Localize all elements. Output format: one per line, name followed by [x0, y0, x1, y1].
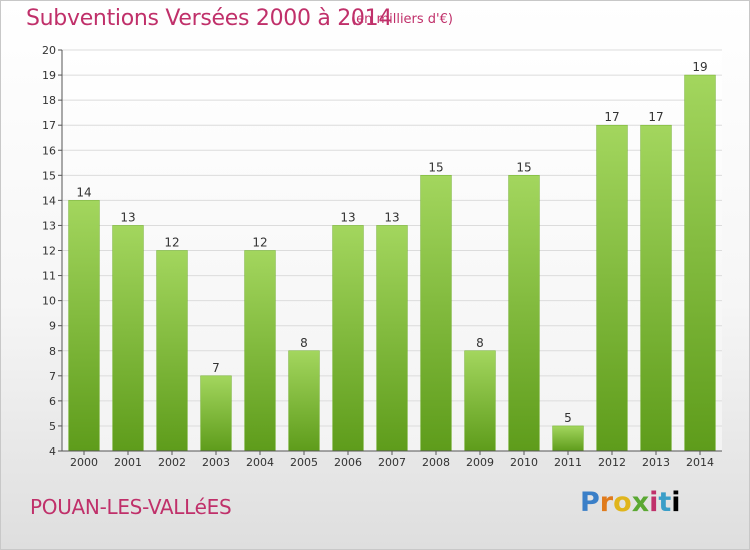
chart-unit: (en milliers d'€) [351, 12, 453, 27]
data-label: 5 [564, 411, 572, 425]
chart-title: Subventions Versées 2000 à 2014 [26, 6, 393, 31]
data-label: 13 [340, 210, 355, 224]
y-tick-label: 11 [42, 270, 56, 283]
data-label: 13 [120, 210, 135, 224]
x-tick-label: 2007 [378, 456, 406, 469]
x-tick-label: 2001 [114, 456, 142, 469]
x-tick-label: 2013 [642, 456, 670, 469]
y-tick-label: 20 [42, 44, 56, 57]
bar [112, 225, 144, 452]
logo-letter: i [671, 487, 681, 518]
data-label: 19 [692, 60, 707, 74]
y-tick-label: 10 [42, 295, 56, 308]
x-tick-label: 2009 [466, 456, 494, 469]
x-tick-label: 2012 [598, 456, 626, 469]
y-tick-label: 15 [42, 169, 56, 182]
data-label: 12 [164, 236, 179, 250]
bar [464, 350, 496, 452]
data-label: 7 [212, 361, 220, 375]
x-tick-label: 2005 [290, 456, 318, 469]
logo-letter: r [599, 487, 614, 518]
logo-letter: i [649, 487, 659, 518]
bar [552, 425, 584, 452]
bar [200, 375, 232, 452]
x-tick-label: 2006 [334, 456, 362, 469]
proxiti-logo[interactable]: Proxiti [580, 487, 681, 518]
data-label: 13 [384, 210, 399, 224]
commune-name: POUAN-LES-VALLéES [30, 495, 232, 519]
bars: 14 13 12 7 12 8 13 13 15 8 15 5 17 17 19 [68, 60, 716, 452]
logo-letter: o [613, 487, 632, 518]
x-tick-label: 2000 [70, 456, 98, 469]
y-tick-label: 8 [49, 345, 56, 358]
y-tick-label: 9 [49, 320, 56, 333]
y-axis: 4 5 6 7 8 9 10 11 12 13 14 15 16 17 18 19 20 [42, 44, 63, 458]
logo-letter: P [580, 487, 600, 518]
y-tick-label: 5 [49, 420, 56, 433]
bar [376, 225, 408, 452]
bar [420, 175, 452, 452]
data-label: 8 [300, 336, 308, 350]
y-tick-label: 16 [42, 144, 56, 157]
data-label: 17 [604, 110, 619, 124]
y-tick-label: 19 [42, 69, 56, 82]
bar [68, 200, 100, 452]
x-tick-label: 2008 [422, 456, 450, 469]
data-label: 12 [252, 236, 267, 250]
x-tick-label: 2014 [686, 456, 714, 469]
bar [156, 250, 188, 452]
data-label: 15 [516, 160, 531, 174]
y-tick-label: 6 [49, 395, 56, 408]
y-tick-label: 4 [49, 445, 56, 458]
x-tick-label: 2003 [202, 456, 230, 469]
y-tick-label: 17 [42, 119, 56, 132]
data-label: 15 [428, 160, 443, 174]
logo-letter: x [631, 487, 650, 518]
bar [596, 124, 628, 452]
y-tick-label: 18 [42, 94, 56, 107]
bar [684, 74, 716, 452]
x-tick-label: 2011 [554, 456, 582, 469]
data-label: 14 [76, 185, 91, 199]
data-label: 8 [476, 336, 484, 350]
x-tick-label: 2004 [246, 456, 274, 469]
bar [640, 124, 672, 452]
x-axis: 2000 2001 2002 2003 2004 2005 2006 2007 2008 2009… [62, 450, 722, 469]
y-tick-label: 13 [42, 219, 56, 232]
bar [288, 350, 320, 452]
data-label: 17 [648, 110, 663, 124]
y-tick-label: 7 [49, 370, 56, 383]
x-tick-label: 2002 [158, 456, 186, 469]
bar [508, 175, 540, 452]
y-tick-label: 12 [42, 245, 56, 258]
bar [244, 250, 276, 452]
bar [332, 225, 364, 452]
logo-letter: t [658, 487, 672, 518]
x-tick-label: 2010 [510, 456, 538, 469]
y-tick-label: 14 [42, 194, 56, 207]
